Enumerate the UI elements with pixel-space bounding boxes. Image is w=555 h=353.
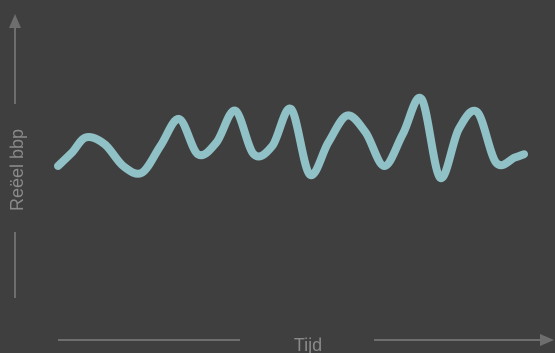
y-axis-arrow-icon <box>9 14 21 28</box>
y-axis-label: Reëel bbp <box>7 129 27 211</box>
x-axis-arrow-icon <box>540 334 554 346</box>
plot-area <box>54 93 528 182</box>
x-axis: Tijd <box>58 334 554 353</box>
x-axis-label: Tijd <box>294 335 322 353</box>
y-axis: Reëel bbp <box>7 14 27 298</box>
series-line <box>54 93 528 182</box>
